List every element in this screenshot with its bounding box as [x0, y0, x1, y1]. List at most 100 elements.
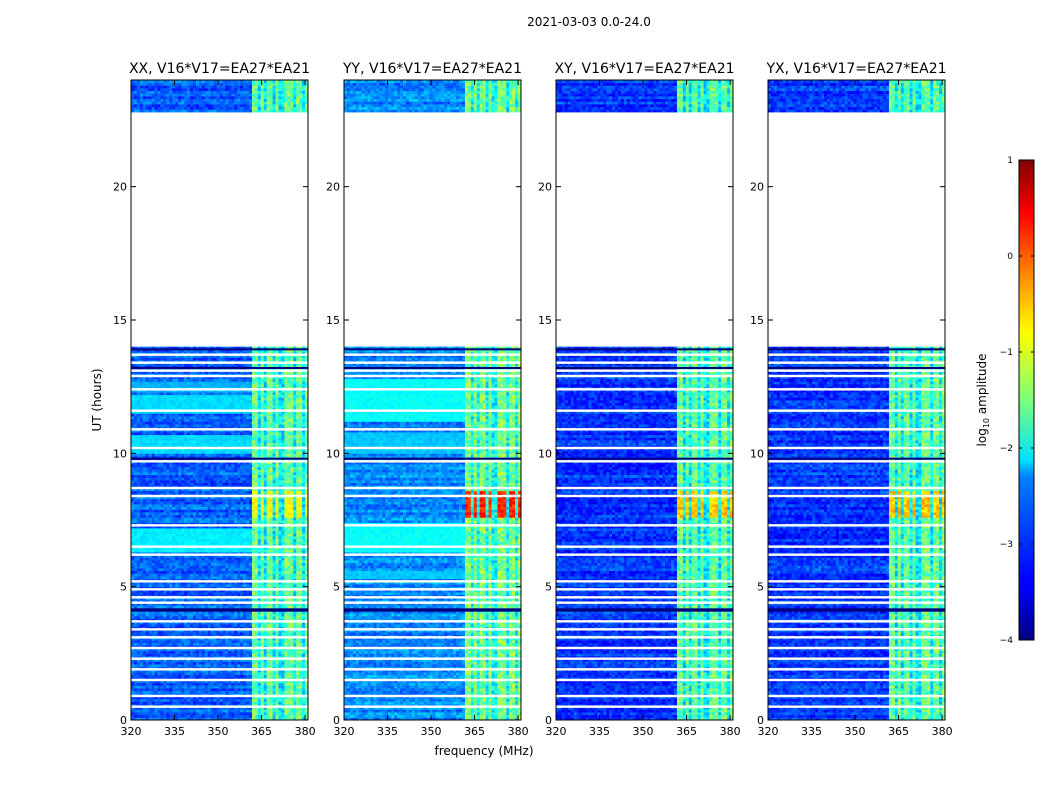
heatmap-cell	[169, 701, 172, 704]
heatmap-cell	[196, 709, 199, 712]
heatmap-cell	[261, 675, 264, 678]
heatmap-cell	[281, 701, 284, 704]
heatmap-cell	[187, 691, 190, 694]
heatmap-cell	[178, 685, 181, 688]
heatmap-cell	[302, 685, 305, 688]
heatmap-cell	[187, 699, 190, 702]
heatmap-cell	[302, 709, 305, 712]
heatmap-cell	[249, 685, 252, 688]
heatmap-cell	[187, 683, 190, 686]
heatmap-cell	[205, 712, 208, 715]
heatmap-cell	[166, 683, 169, 686]
heatmap-cell	[163, 691, 166, 694]
heatmap-cell	[302, 691, 305, 694]
heatmap-cell	[158, 691, 161, 694]
heatmap-cell	[193, 688, 196, 691]
heatmap-cell	[225, 675, 228, 678]
heatmap-cell	[140, 685, 143, 688]
heatmap-cell	[293, 709, 296, 712]
heatmap-cell	[181, 715, 184, 718]
heatmap-cell	[220, 709, 223, 712]
heatmap-cell	[264, 691, 267, 694]
heatmap-cell	[222, 715, 225, 718]
heatmap-cell	[261, 699, 264, 702]
heatmap-cell	[193, 683, 196, 686]
heatmap-cell	[205, 709, 208, 712]
heatmap-cell	[249, 691, 252, 694]
heatmap-cell	[225, 683, 228, 686]
heatmap-cell	[155, 699, 158, 702]
heatmap-cell	[163, 715, 166, 718]
heatmap-cell	[214, 701, 217, 704]
heatmap-cell	[302, 672, 305, 675]
heatmap-cell	[205, 691, 208, 694]
heatmap-cell	[208, 699, 211, 702]
heatmap-cell	[190, 712, 193, 715]
heatmap-cell	[261, 712, 264, 715]
heatmap-cell	[199, 701, 202, 704]
heatmap-cell	[246, 709, 249, 712]
heatmap-cell	[140, 691, 143, 694]
heatmap-cell	[293, 683, 296, 686]
heatmap-cell	[293, 675, 296, 678]
heatmap-cell	[293, 685, 296, 688]
heatmap-cell	[287, 675, 290, 678]
heatmap-cell	[208, 688, 211, 691]
heatmap-cell	[264, 672, 267, 675]
heatmap-cell	[172, 672, 175, 675]
heatmap-cell	[246, 672, 249, 675]
heatmap-cell	[284, 709, 287, 712]
heatmap-cell	[169, 712, 172, 715]
heatmap-cell	[299, 675, 302, 678]
heatmap-cell	[231, 712, 234, 715]
heatmap-cell	[261, 672, 264, 675]
heatmap-cell	[279, 709, 282, 712]
heatmap-cell	[279, 715, 282, 718]
heatmap-cell	[246, 712, 249, 715]
heatmap-cell	[211, 715, 214, 718]
heatmap-cell	[287, 672, 290, 675]
heatmap-cell	[255, 691, 258, 694]
heatmap-cell	[261, 688, 264, 691]
heatmap-cell	[293, 712, 296, 715]
heatmap-cell	[152, 701, 155, 704]
heatmap-cell	[225, 709, 228, 712]
heatmap-cell	[231, 672, 234, 675]
heatmap-cell	[284, 685, 287, 688]
heatmap-cell	[205, 701, 208, 704]
heatmap-cell	[249, 699, 252, 702]
heatmap-cell	[190, 715, 193, 718]
heatmap-cell	[217, 675, 220, 678]
heatmap-cell	[202, 701, 205, 704]
heatmap-cell	[158, 685, 161, 688]
heatmap-cell	[143, 709, 146, 712]
heatmap-cell	[240, 675, 243, 678]
heatmap-cell	[258, 691, 261, 694]
heatmap-cell	[155, 672, 158, 675]
heatmap-cell	[131, 672, 134, 675]
heatmap-cell	[205, 683, 208, 686]
heatmap-cell	[234, 685, 237, 688]
heatmap-cell	[193, 709, 196, 712]
figure-title: 2021-03-03 0.0-24.0	[527, 15, 651, 29]
heatmap-cell	[202, 715, 205, 718]
heatmap-cell	[252, 701, 255, 704]
heatmap-cell	[222, 709, 225, 712]
heatmap-cell	[228, 701, 231, 704]
heatmap-cell	[249, 701, 252, 704]
heatmap-cell	[166, 672, 169, 675]
heatmap-cell	[175, 715, 178, 718]
heatmap-cell	[146, 672, 149, 675]
heatmap-cell	[175, 691, 178, 694]
heatmap-cell	[161, 701, 164, 704]
heatmap-cell	[187, 715, 190, 718]
heatmap-cell	[246, 675, 249, 678]
heatmap-cell	[178, 672, 181, 675]
heatmap-cell	[178, 699, 181, 702]
heatmap-cell	[172, 688, 175, 691]
heatmap-cell	[296, 712, 299, 715]
heatmap-cell	[231, 691, 234, 694]
heatmap-cell	[137, 688, 140, 691]
heatmap-cell	[281, 672, 284, 675]
heatmap-cell	[290, 701, 293, 704]
